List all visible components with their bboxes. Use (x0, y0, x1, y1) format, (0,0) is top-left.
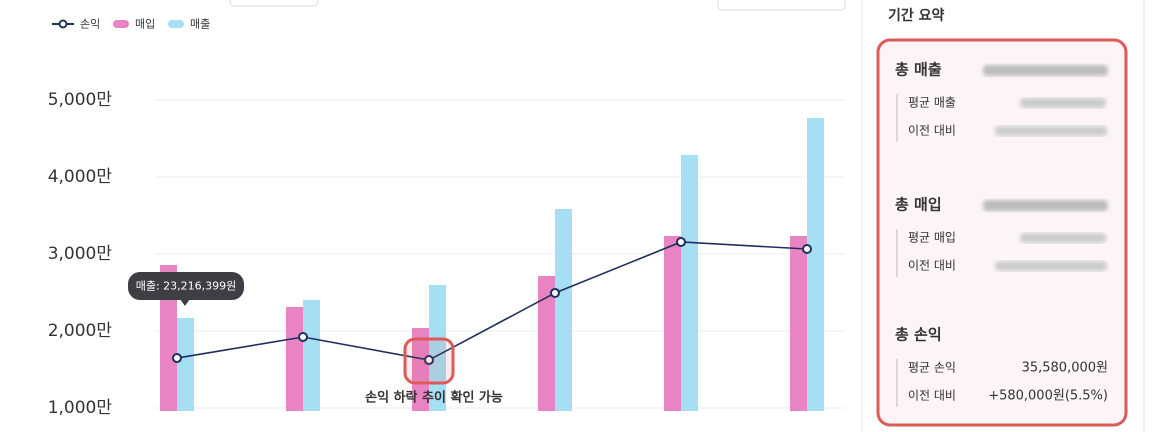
blurred-total (983, 200, 1108, 211)
row-label: 이전 대비 (908, 259, 956, 273)
blurred-value (995, 261, 1107, 271)
bar (681, 154, 698, 411)
row-value: 35,580,000원 (1022, 361, 1108, 376)
dropdown[interactable] (229, 0, 319, 7)
plot (155, 99, 845, 411)
point (802, 243, 812, 254)
bar (555, 209, 572, 411)
dropdown[interactable] (717, 0, 846, 11)
line (176, 241, 808, 361)
legend-label: 매출 (190, 18, 210, 31)
y-tick-label: 2,000만 (48, 321, 113, 341)
bar (412, 327, 429, 411)
blurred-value (1020, 233, 1106, 243)
row-label: 평균 매입 (908, 231, 956, 245)
y-tick-label: 4,000만 (48, 167, 113, 187)
y-tick-label: 1,000만 (48, 398, 113, 418)
legend-label: 손익 (80, 18, 100, 31)
row-label: 평균 손익 (908, 361, 956, 375)
annotation-highlight (403, 337, 455, 385)
bar (538, 276, 555, 411)
point (676, 236, 686, 247)
section-title: 총 매출 (895, 61, 942, 79)
bar (807, 118, 824, 411)
bar (160, 265, 177, 411)
legend-marker (58, 19, 68, 29)
blurred-value (1020, 98, 1106, 108)
bar (303, 299, 320, 411)
row-label: 이전 대비 (908, 389, 956, 403)
section-title: 총 손익 (895, 326, 942, 344)
tooltip-text: 매출: 23,216,399원 (136, 280, 237, 293)
tooltip-box (128, 272, 244, 300)
point (424, 355, 434, 366)
blurred-total (983, 65, 1108, 76)
bar (429, 285, 446, 411)
overlay: 1,000만 2,000만 3,000만 4,000만 5,000만 손익 매입 매출매출: … (48, 7, 1108, 418)
bar (286, 306, 303, 411)
y-tick-label: 5,000만 (48, 90, 113, 110)
legend-swatch (113, 20, 129, 28)
bar (664, 235, 681, 411)
tooltip-arrow (180, 299, 190, 306)
legend-label: 매입 (135, 18, 155, 31)
section-title: 총 매입 (895, 196, 942, 214)
y-tick-label: 3,000만 (48, 244, 113, 264)
bar (790, 235, 807, 411)
row-label: 평균 매출 (908, 96, 956, 110)
point (172, 353, 182, 364)
legend-swatch (168, 20, 184, 28)
annotation: 손익 하락 추이 확인 가능 (365, 390, 503, 406)
bar (177, 317, 194, 411)
point (298, 332, 308, 343)
row-label: 이전 대비 (908, 124, 956, 138)
highlight-box (876, 38, 1128, 427)
summary-title: 기간 요약 (888, 7, 945, 24)
blurred-value (995, 126, 1107, 136)
point (550, 287, 560, 298)
row-value: +580,000원(5.5%) (988, 389, 1108, 404)
